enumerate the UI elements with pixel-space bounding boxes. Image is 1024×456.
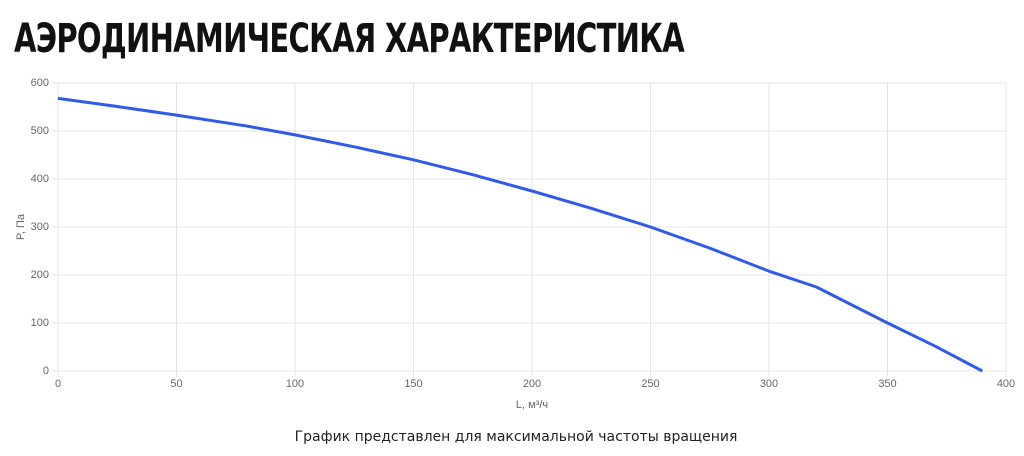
x-tick-label: 200 xyxy=(523,378,541,390)
x-tick-label: 50 xyxy=(170,378,182,390)
x-tick-label: 400 xyxy=(997,378,1015,390)
y-tick-label: 0 xyxy=(43,365,49,377)
y-tick-label: 200 xyxy=(31,269,49,281)
x-tick-label: 0 xyxy=(55,378,61,390)
chart-title: АЭРОДИНАМИЧЕСКАЯ ХАРАКТЕРИСТИКА xyxy=(14,16,685,62)
x-tick-label: 300 xyxy=(760,378,778,390)
y-tick-label: 100 xyxy=(31,317,49,329)
x-tick-label: 100 xyxy=(286,378,304,390)
x-tick-label: 150 xyxy=(404,378,422,390)
y-tick-label: 500 xyxy=(31,125,49,137)
y-tick-label: 300 xyxy=(31,221,49,233)
y-axis-label: P, Па xyxy=(15,213,27,240)
x-tick-label: 250 xyxy=(641,378,659,390)
x-axis-label: L, м³/ч xyxy=(516,399,548,411)
chart-note: График представлен для максимальной част… xyxy=(295,429,738,445)
y-tick-label: 400 xyxy=(31,173,49,185)
y-tick-label: 600 xyxy=(31,77,49,89)
data-line xyxy=(57,96,983,373)
x-tick-label: 350 xyxy=(878,378,896,390)
